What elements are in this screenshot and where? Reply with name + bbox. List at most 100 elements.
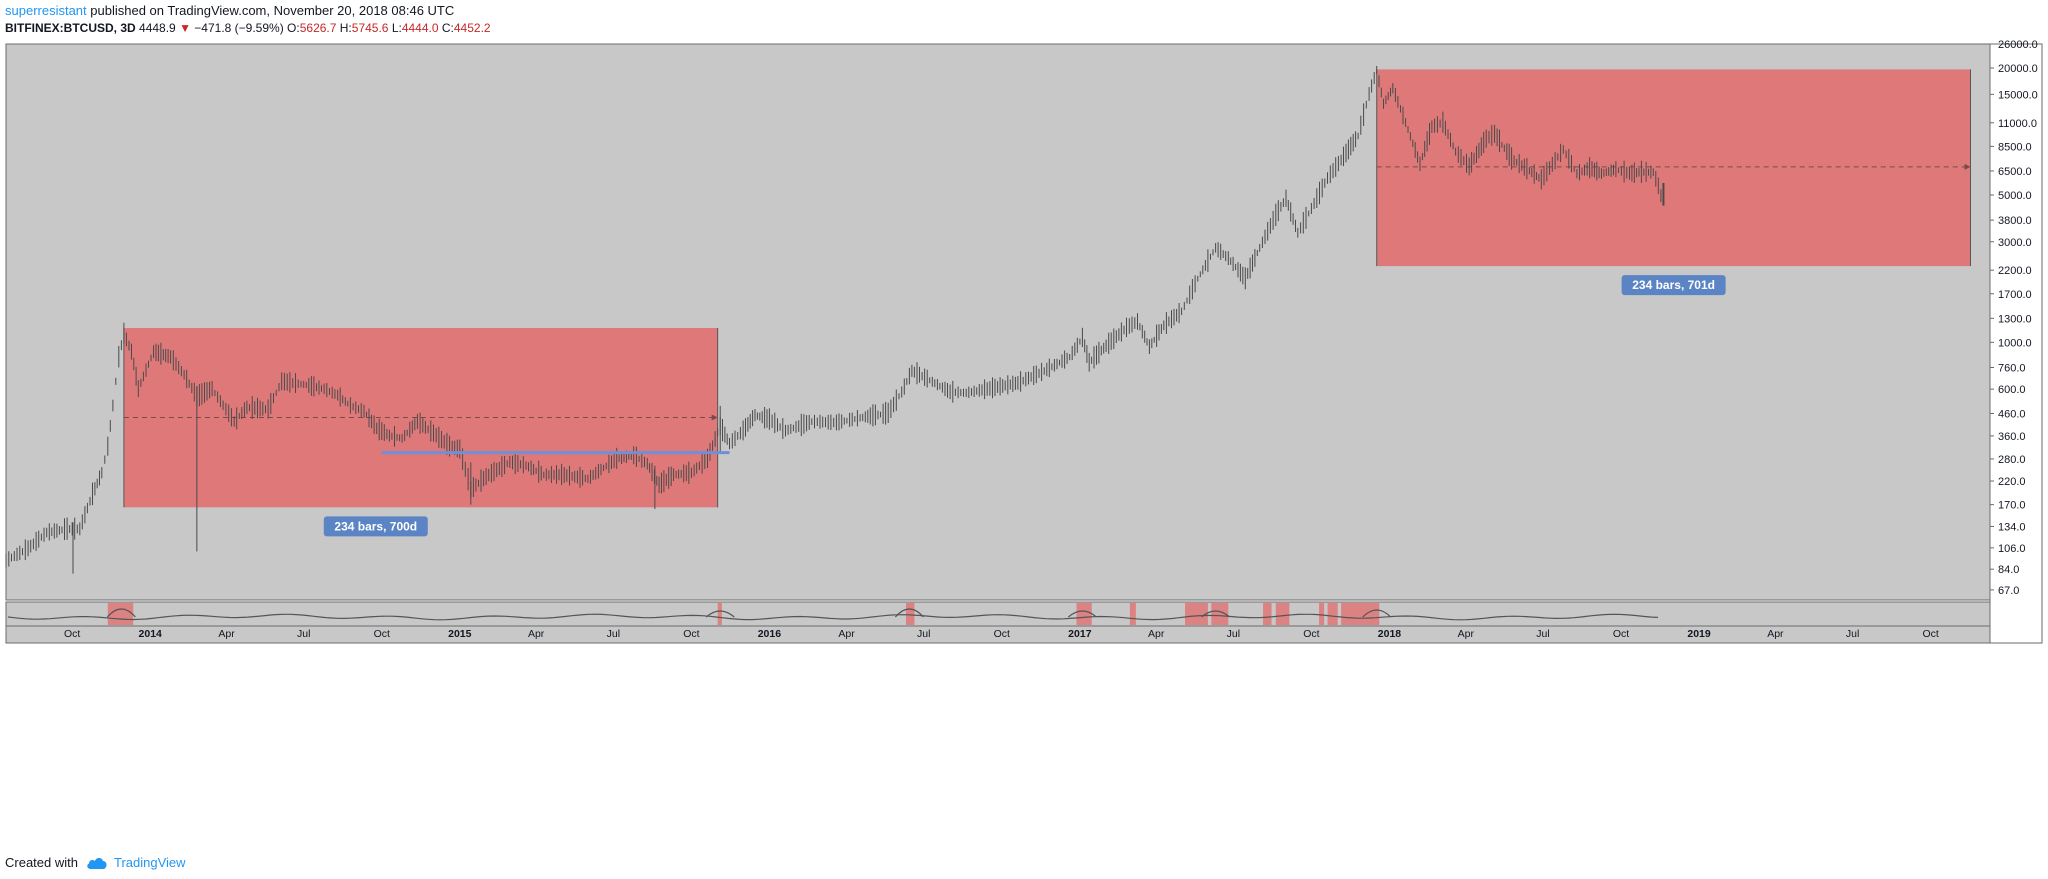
published-text: published on TradingView.com, November 2… xyxy=(90,3,455,18)
x-tick-label: Apr xyxy=(1148,628,1165,640)
x-tick-label: Oct xyxy=(1303,628,1319,640)
high-value: 5745.6 xyxy=(351,21,389,35)
x-tick-label: Apr xyxy=(218,628,235,640)
x-tick-label: Apr xyxy=(1767,628,1784,640)
indicator-highlight xyxy=(1185,603,1208,625)
low-value: 4444.0 xyxy=(401,21,439,35)
x-tick-label: Oct xyxy=(1922,628,1938,640)
x-tick-label: 2019 xyxy=(1687,628,1711,640)
y-tick-label: 170.0 xyxy=(1998,500,2026,512)
footer: Created with TradingView xyxy=(5,854,186,871)
x-tick-label: Jul xyxy=(1536,628,1549,640)
y-tick-label: 3800.0 xyxy=(1998,215,2032,227)
y-tick-label: 134.0 xyxy=(1998,521,2026,533)
x-tick-label: Apr xyxy=(838,628,855,640)
x-tick-label: 2014 xyxy=(139,628,163,640)
range-arrow-icon xyxy=(711,414,718,421)
y-tick-label: 1700.0 xyxy=(1998,289,2032,301)
indicator-highlight xyxy=(1341,603,1380,625)
indicator-highlight xyxy=(905,603,915,625)
indicator-highlight xyxy=(1211,603,1229,625)
y-tick-label: 20000.0 xyxy=(1998,63,2038,75)
cloud-logo-icon xyxy=(87,857,107,869)
range-label-badge xyxy=(1621,275,1726,296)
indicator-line xyxy=(7,613,1659,621)
x-tick-label: 2017 xyxy=(1068,628,1092,640)
y-tick-label: 5000.0 xyxy=(1998,190,2032,202)
y-tick-label: 15000.0 xyxy=(1998,89,2038,101)
y-tick-label: 600.0 xyxy=(1998,384,2026,396)
indicator-peak xyxy=(894,608,924,618)
low-label: L: xyxy=(391,21,402,35)
range-label-text: 234 bars, 701d xyxy=(1632,278,1715,292)
brand-label: TradingView xyxy=(113,855,186,870)
x-tick-label: Jul xyxy=(607,628,620,640)
symbol-info: BITFINEX:BTCUSD, 3D 4448.9 ▼ −471.8 (−9.… xyxy=(5,20,491,36)
y-tick-label: 280.0 xyxy=(1998,454,2026,466)
x-tick-label: Oct xyxy=(374,628,390,640)
publish-info: superresistant published on TradingView.… xyxy=(5,2,454,19)
tradingview-brand[interactable]: TradingView xyxy=(86,854,186,871)
high-label: H: xyxy=(339,21,352,35)
x-tick-label: Oct xyxy=(64,628,80,640)
range-box-2[interactable] xyxy=(1376,69,1971,267)
open-label: O: xyxy=(287,21,300,35)
y-tick-label: 460.0 xyxy=(1998,408,2026,420)
indicator-peak xyxy=(1201,610,1230,618)
x-tick-label: Apr xyxy=(1458,628,1475,640)
chart-area[interactable]: 234 bars, 700d 234 bars, 701d 67.0 84.0 106… xyxy=(0,38,2048,848)
y-tick-label: 220.0 xyxy=(1998,476,2026,488)
range-label-text: 234 bars, 700d xyxy=(334,519,417,533)
symbol-label: BITFINEX:BTCUSD, 3D xyxy=(5,21,136,35)
indicator-highlight xyxy=(1263,603,1272,625)
y-tick-label: 1000.0 xyxy=(1998,337,2032,349)
y-tick-label: 3000.0 xyxy=(1998,237,2032,249)
last-price: 4448.9 xyxy=(139,21,176,35)
y-tick-label: 360.0 xyxy=(1998,431,2026,443)
indicator-highlight xyxy=(717,603,722,625)
price-change: −471.8 (−9.59%) xyxy=(194,21,284,35)
y-tick-label: 8500.0 xyxy=(1998,141,2032,153)
close-value: 4452.2 xyxy=(453,21,491,35)
range-box-1[interactable] xyxy=(123,327,718,508)
open-value: 5626.7 xyxy=(299,21,337,35)
y-tick-label: 6500.0 xyxy=(1998,166,2032,178)
y-tick-label: 11000.0 xyxy=(1998,118,2037,130)
y-tick-label: 1300.0 xyxy=(1998,313,2032,325)
x-tick-label: Oct xyxy=(1613,628,1629,640)
x-tick-label: Oct xyxy=(683,628,699,640)
indicator-peak xyxy=(1068,610,1097,618)
y-tick-label: 26000.0 xyxy=(1998,39,2038,51)
x-tick-label: 2018 xyxy=(1378,628,1402,640)
indicator-highlight xyxy=(1076,603,1092,625)
x-tick-label: Jul xyxy=(917,628,930,640)
y-tick-label: 2200.0 xyxy=(1998,265,2032,277)
x-tick-label: Jul xyxy=(297,628,310,640)
author-link[interactable]: superresistant xyxy=(5,3,87,18)
indicator-peak xyxy=(705,610,735,618)
x-tick-label: 2015 xyxy=(448,628,472,640)
range-arrow-icon xyxy=(1964,163,1971,170)
y-tick-label: 84.0 xyxy=(1998,564,2019,576)
x-tick-label: Jul xyxy=(1227,628,1240,640)
close-label: C: xyxy=(441,21,454,35)
x-tick-label: Apr xyxy=(528,628,545,640)
indicator-pane xyxy=(5,601,1991,627)
x-tick-label: 2016 xyxy=(758,628,782,640)
created-with-text: Created with xyxy=(5,855,78,870)
x-tick-label: Oct xyxy=(994,628,1010,640)
indicator-highlight xyxy=(1319,603,1325,625)
indicator-highlight xyxy=(1129,603,1136,625)
indicator-highlight xyxy=(1275,603,1290,625)
x-tick-label: Jul xyxy=(1846,628,1859,640)
price-chart[interactable]: 234 bars, 700d 234 bars, 701d 67.0 84.0 106… xyxy=(0,38,2048,848)
price-axis-strip xyxy=(1989,43,2043,644)
indicator-peak xyxy=(106,608,136,618)
y-tick-label: 67.0 xyxy=(1998,585,2019,597)
y-tick-label: 760.0 xyxy=(1998,362,2026,374)
indicator-highlight xyxy=(1327,603,1338,625)
indicator-highlight xyxy=(107,603,134,625)
range-label-badge xyxy=(323,516,428,537)
down-arrow-icon: ▼ xyxy=(179,21,191,35)
indicator-peak xyxy=(1362,609,1392,618)
